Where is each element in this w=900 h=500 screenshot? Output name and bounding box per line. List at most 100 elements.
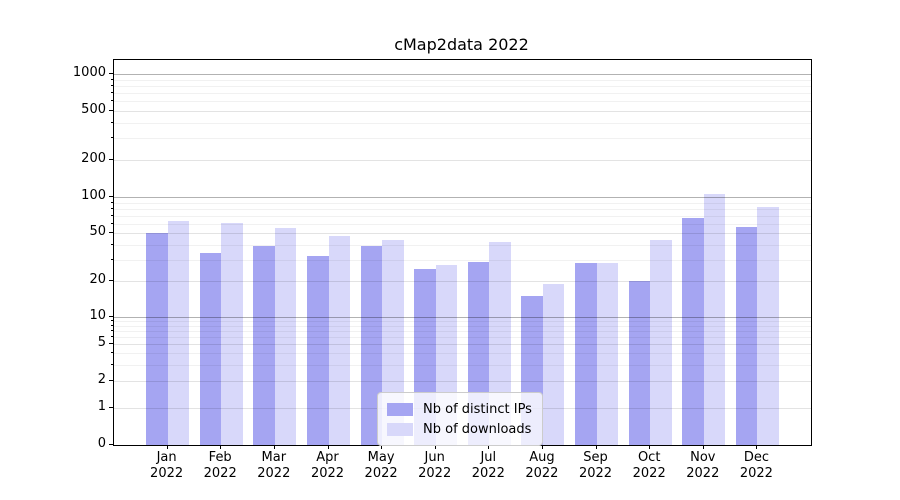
y-minor-tick-mark xyxy=(110,207,113,209)
bar-distinct-ips-mar xyxy=(253,246,275,445)
x-tick-label-may: May 2022 xyxy=(341,450,421,482)
gridline-y-400 xyxy=(114,122,811,124)
y-minor-tick-mark xyxy=(110,100,113,102)
x-tick-month: Jul xyxy=(480,450,497,465)
y-minor-tick-mark xyxy=(110,222,113,224)
x-tick-month: Feb xyxy=(208,450,232,465)
legend-label: Nb of distinct IPs xyxy=(423,401,532,417)
y-tick-label-500: 500 xyxy=(81,102,106,117)
gridline-y-30 xyxy=(114,259,811,261)
x-tick-label-jun: Jun 2022 xyxy=(395,450,475,482)
y-tick-label-100: 100 xyxy=(81,188,106,203)
x-tick-year: 2022 xyxy=(310,466,345,481)
y-tick-mark xyxy=(109,73,113,74)
y-tick-mark xyxy=(109,110,113,111)
legend-swatch-icon xyxy=(387,402,413,416)
y-minor-tick-mark xyxy=(110,78,113,80)
y-tick-label-0: 0 xyxy=(97,436,106,451)
y-tick-mark xyxy=(109,444,113,445)
x-tick-mark xyxy=(649,445,651,449)
x-tick-mark xyxy=(381,445,383,449)
x-tick-label-aug: Aug 2022 xyxy=(502,450,582,482)
x-tick-month: Mar xyxy=(261,450,287,465)
legend-entry: Nb of distinct IPs xyxy=(387,399,532,419)
gridline-y-700 xyxy=(114,93,811,95)
x-tick-label-jan: Jan 2022 xyxy=(127,450,207,482)
bar-distinct-ips-feb xyxy=(199,253,222,445)
y-tick-mark xyxy=(109,232,113,234)
y-tick-label-50: 50 xyxy=(89,224,106,240)
y-tick-mark xyxy=(109,316,113,317)
y-tick-label-2: 2 xyxy=(97,371,106,387)
x-tick-mark xyxy=(541,445,543,449)
x-tick-month: Dec xyxy=(743,450,769,465)
legend-label: Nb of downloads xyxy=(423,421,532,437)
gridline-y-500 xyxy=(114,111,811,112)
bar-downloads-feb xyxy=(221,222,243,445)
bar-distinct-ips-jan xyxy=(146,233,168,445)
y-tick-mark xyxy=(109,196,113,197)
plot-area xyxy=(113,59,812,446)
y-minor-tick-mark xyxy=(110,324,113,326)
plot-inner xyxy=(114,60,811,445)
y-tick-mark xyxy=(109,279,113,281)
y-tick-label-1000: 1000 xyxy=(72,65,106,80)
x-tick-month: Oct xyxy=(637,450,661,465)
x-tick-year: 2022 xyxy=(257,466,291,481)
gridline-y-100 xyxy=(114,197,811,198)
x-tick-year: 2022 xyxy=(578,466,613,481)
y-minor-tick-mark xyxy=(110,214,113,216)
x-tick-label-oct: Oct 2022 xyxy=(609,450,689,482)
bar-distinct-ips-oct xyxy=(628,280,651,445)
bar-distinct-ips-dec xyxy=(735,227,758,445)
y-minor-tick-mark xyxy=(110,121,113,123)
gridline-y-300 xyxy=(114,138,811,140)
legend-swatch-icon xyxy=(387,422,413,436)
x-tick-month: Jun xyxy=(424,450,445,465)
gridline-y-3 xyxy=(114,364,811,366)
gridline-y-7 xyxy=(114,331,811,333)
x-tick-month: Aug xyxy=(529,450,555,465)
gridline-y-200 xyxy=(114,160,811,161)
y-tick-label-10: 10 xyxy=(89,308,106,323)
gridline-y-600 xyxy=(114,101,811,103)
x-tick-label-nov: Nov 2022 xyxy=(663,450,743,482)
x-tick-mark xyxy=(488,445,490,449)
x-tick-label-jul: Jul 2022 xyxy=(448,450,528,482)
bar-downloads-apr xyxy=(328,236,350,445)
y-minor-tick-mark xyxy=(110,330,113,332)
gridline-y-80 xyxy=(114,208,811,210)
x-tick-label-mar: Mar 2022 xyxy=(234,450,314,482)
bar-distinct-ips-sep xyxy=(575,263,597,445)
bar-downloads-oct xyxy=(650,239,672,445)
bar-downloads-jan xyxy=(167,221,190,445)
y-minor-tick-mark xyxy=(110,320,113,322)
y-minor-tick-mark xyxy=(110,336,113,338)
bar-distinct-ips-nov xyxy=(682,217,704,445)
y-tick-label-20: 20 xyxy=(89,271,106,287)
x-tick-mark xyxy=(595,445,597,449)
gridline-y-9 xyxy=(114,321,811,323)
legend-entry: Nb of downloads xyxy=(387,419,532,439)
y-tick-label-5: 5 xyxy=(97,335,106,351)
x-tick-mark xyxy=(166,445,168,449)
x-tick-mark xyxy=(434,445,436,449)
bar-downloads-mar xyxy=(274,228,297,445)
x-tick-month: Nov xyxy=(690,450,716,465)
x-tick-year: 2022 xyxy=(471,466,505,481)
bar-downloads-dec xyxy=(757,207,779,445)
x-tick-mark xyxy=(702,445,704,449)
y-minor-tick-mark xyxy=(110,84,113,86)
legend: Nb of distinct IPs Nb of downloads xyxy=(377,392,543,446)
y-minor-tick-mark xyxy=(110,201,113,203)
bar-distinct-ips-may xyxy=(360,246,383,445)
x-tick-month: Jan xyxy=(156,450,177,465)
y-tick-mark xyxy=(109,407,113,408)
x-tick-mark xyxy=(327,445,329,449)
y-minor-tick-mark xyxy=(110,92,113,94)
x-tick-year: 2022 xyxy=(739,466,773,481)
gridline-y-8 xyxy=(114,325,811,327)
gridline-y-2 xyxy=(114,380,811,382)
bar-downloads-sep xyxy=(596,263,618,445)
x-tick-year: 2022 xyxy=(632,466,666,481)
